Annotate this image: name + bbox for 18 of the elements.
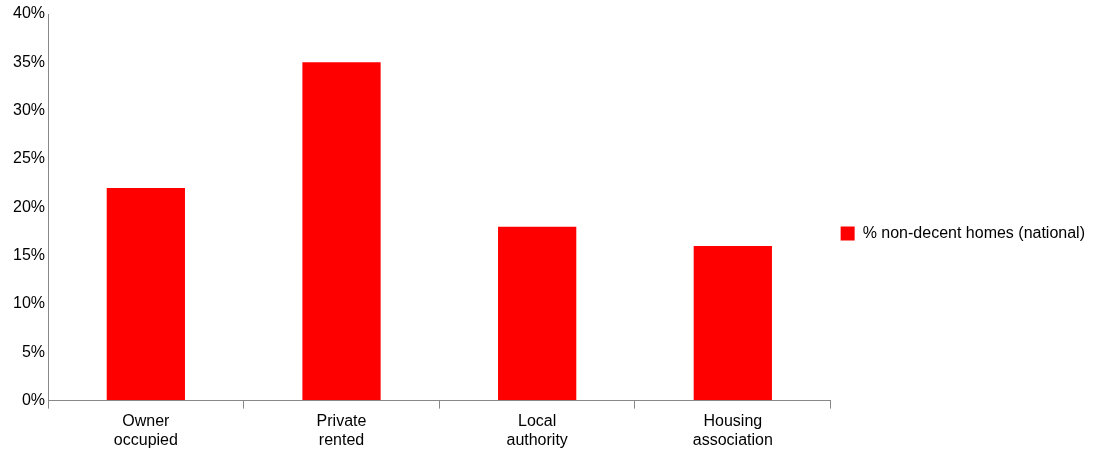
bar <box>106 187 185 401</box>
y-tick-label: 30% <box>12 101 46 119</box>
y-tick-label: 25% <box>12 149 46 167</box>
y-tick-label: 20% <box>12 197 46 215</box>
bar <box>302 62 381 401</box>
x-tick-label: Owner occupied <box>113 411 178 448</box>
x-tick-label: Local authority <box>506 411 568 448</box>
x-tick-label: Private rented <box>316 411 367 448</box>
x-tick-label: Housing association <box>692 411 773 448</box>
bar <box>498 226 577 401</box>
bar <box>693 245 772 401</box>
legend-label: % non-decent homes (national) <box>862 223 1086 241</box>
y-tick-label: 10% <box>12 294 46 312</box>
y-tick-label: 15% <box>12 246 46 264</box>
y-tick-label: 5% <box>21 342 46 360</box>
y-tick-label: 40% <box>12 4 46 22</box>
y-tick-label: 35% <box>12 52 46 70</box>
y-tick-label: 0% <box>21 391 46 409</box>
